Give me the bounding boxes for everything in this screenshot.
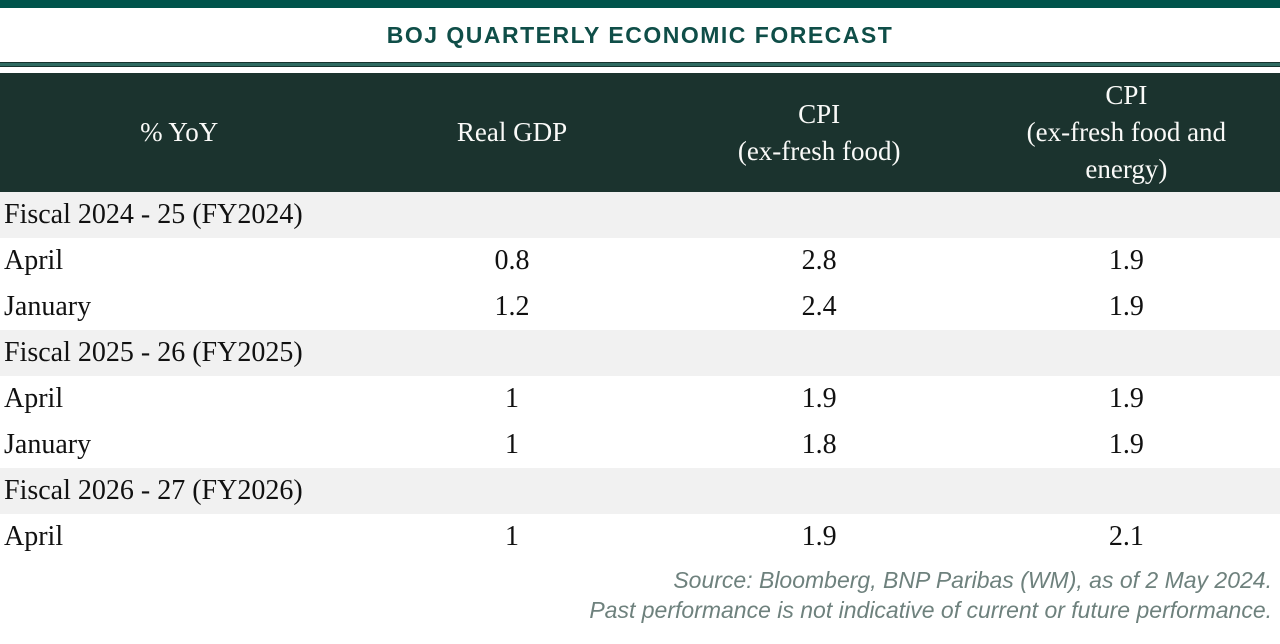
row-label: April xyxy=(4,245,64,276)
cpi-ex-fresh-food-value: 1.9 xyxy=(801,383,837,414)
table-row-fy2026-april: April 1 1.9 2.1 xyxy=(0,514,1280,560)
real-gdp-value: 1.2 xyxy=(494,291,530,322)
cpi-ex-fresh-food-value: 2.8 xyxy=(801,245,837,276)
row-label: April xyxy=(4,383,64,414)
table-row-fy2025-april: April 1 1.9 1.9 xyxy=(0,376,1280,422)
row-label: January xyxy=(4,291,92,322)
column-header-cpi-ex-fresh-food-energy: CPI (ex-fresh food and energy) xyxy=(1026,80,1227,184)
cpi-ex-fresh-food-value: 2.4 xyxy=(801,291,837,322)
real-gdp-value: 1 xyxy=(504,383,519,414)
cpi-ex-fresh-food-value: 1.8 xyxy=(801,429,837,460)
cpi-ex-fresh-food-energy-value: 1.9 xyxy=(1108,383,1144,414)
cpi-ex-fresh-food-energy-value: 1.9 xyxy=(1108,291,1144,322)
table-row-fy2024-april: April 0.8 2.8 1.9 xyxy=(0,238,1280,284)
top-accent-bar xyxy=(0,0,1280,8)
table-section-row-fy2026: Fiscal 2026 - 27 (FY2026) xyxy=(0,468,1280,514)
real-gdp-value: 1 xyxy=(504,429,519,460)
title-band: BOJ QUARTERLY ECONOMIC FORECAST xyxy=(0,8,1280,62)
real-gdp-value: 0.8 xyxy=(494,245,530,276)
cpi-ex-fresh-food-energy-value: 2.1 xyxy=(1108,521,1144,552)
column-header-cpi-ex-fresh-food: CPI (ex-fresh food) xyxy=(737,98,901,166)
table-row-fy2025-january: January 1 1.8 1.9 xyxy=(0,422,1280,468)
cpi-ex-fresh-food-value: 1.9 xyxy=(801,521,837,552)
cpi-ex-fresh-food-energy-value: 1.9 xyxy=(1108,429,1144,460)
row-label: January xyxy=(4,429,92,460)
source-note: Source: Bloomberg, BNP Paribas (WM), as … xyxy=(673,567,1272,593)
page-title: BOJ QUARTERLY ECONOMIC FORECAST xyxy=(386,21,894,48)
disclaimer-note: Past performance is not indicative of cu… xyxy=(589,597,1272,623)
cpi-ex-fresh-food-energy-value: 1.9 xyxy=(1108,245,1144,276)
title-divider-rule xyxy=(0,62,1280,67)
table-header-row: % YoY Real GDP CPI (ex-fresh food) CPI (… xyxy=(0,73,1280,192)
table-section-row-fy2024: Fiscal 2024 - 25 (FY2024) xyxy=(0,192,1280,238)
section-label: Fiscal 2024 - 25 (FY2024) xyxy=(4,199,303,230)
table-row-fy2024-january: January 1.2 2.4 1.9 xyxy=(0,284,1280,330)
real-gdp-value: 1 xyxy=(504,521,519,552)
row-label: April xyxy=(4,521,64,552)
section-label: Fiscal 2026 - 27 (FY2026) xyxy=(4,475,303,506)
table-section-row-fy2025: Fiscal 2025 - 26 (FY2025) xyxy=(0,330,1280,376)
section-label: Fiscal 2025 - 26 (FY2025) xyxy=(4,337,303,368)
column-header-real-gdp: Real GDP xyxy=(456,117,568,147)
footer-notes: Source: Bloomberg, BNP Paribas (WM), as … xyxy=(0,565,1280,625)
column-header-yoy: % YoY xyxy=(140,117,219,147)
